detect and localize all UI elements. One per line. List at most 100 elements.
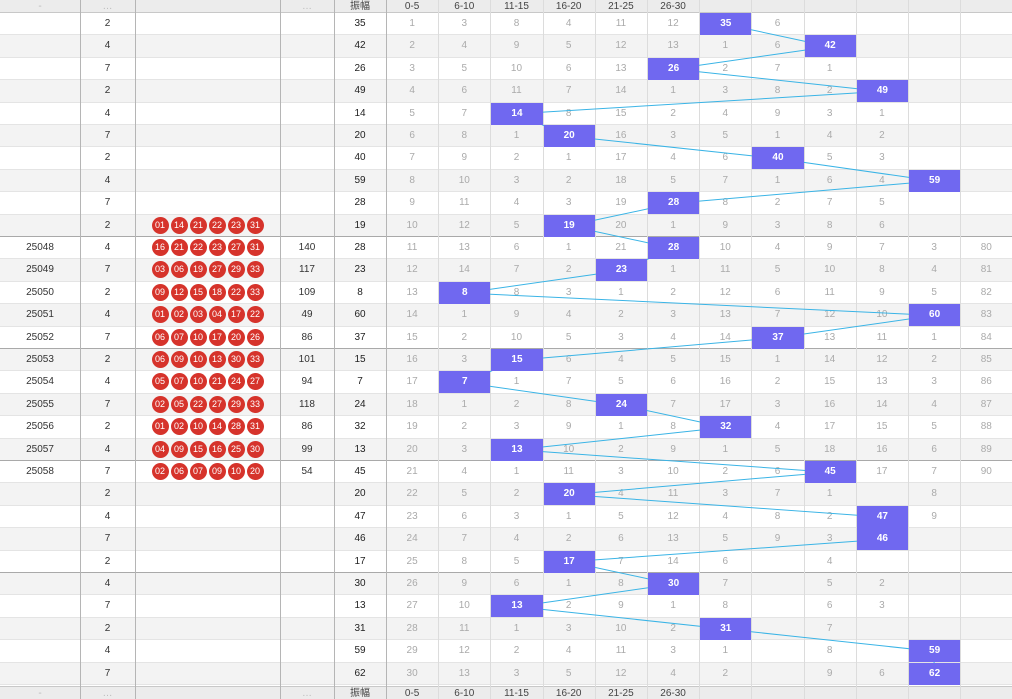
omission-value: 14 bbox=[458, 264, 470, 276]
number-ball: 09 bbox=[151, 283, 169, 301]
zone-divider bbox=[542, 0, 544, 699]
omission-value: 1 bbox=[513, 622, 520, 634]
omission-value: 2 bbox=[826, 85, 833, 97]
hit-marker: 13 bbox=[491, 438, 543, 461]
omission-value: 14 bbox=[615, 85, 627, 97]
omission-value: 3 bbox=[461, 18, 468, 29]
column-divider bbox=[280, 0, 281, 699]
table-row: 2 49 4 6 11 7 14 1 3 8 2 bbox=[0, 80, 1012, 103]
omission-value: 13 bbox=[667, 533, 679, 545]
omission-value: 6 bbox=[513, 242, 520, 253]
issue-number: 25053 bbox=[26, 354, 54, 365]
table-row: 25054 4 05 07 10 21 24 27 94 7 17 1 7 5 6 16 2 15 13 3 86 bbox=[0, 371, 1012, 394]
zone-header: 0-5 bbox=[404, 688, 420, 699]
issue-number: 25048 bbox=[26, 242, 54, 253]
omission-value: 1 bbox=[774, 354, 781, 365]
omission-value: 5 bbox=[461, 62, 468, 74]
omission-value: 90 bbox=[980, 466, 992, 477]
omission-value: 3 bbox=[618, 466, 624, 477]
omission-value: 11 bbox=[563, 466, 574, 477]
omission-value: 2 bbox=[618, 443, 624, 455]
omission-value: 3 bbox=[409, 62, 415, 74]
omission-value: 10 bbox=[406, 219, 418, 231]
omission-value: 4 bbox=[826, 555, 833, 567]
omission-value: 5 bbox=[565, 331, 572, 343]
sum-value: 4 bbox=[104, 107, 111, 119]
hit-marker: 31 bbox=[700, 617, 752, 640]
omission-value: 7 bbox=[461, 107, 468, 119]
number-ball: 21 bbox=[170, 239, 188, 256]
number-ball: 05 bbox=[170, 395, 188, 413]
omission-value: 14 bbox=[667, 555, 679, 567]
number-ball: 21 bbox=[208, 373, 226, 391]
amplitude-value: 45 bbox=[354, 466, 366, 477]
omission-value: 81 bbox=[980, 264, 992, 276]
omission-value: 6 bbox=[774, 40, 781, 52]
number-ball: 14 bbox=[170, 216, 188, 234]
number-ball: 07 bbox=[189, 463, 207, 480]
omission-value: 4 bbox=[461, 466, 468, 477]
table-row: 4 59 8 10 3 2 18 5 7 1 6 4 bbox=[0, 169, 1012, 193]
omission-value: 4 bbox=[513, 197, 520, 209]
omission-value: 10 bbox=[876, 309, 888, 321]
zone-divider bbox=[803, 0, 805, 699]
omission-value: 1 bbox=[461, 309, 468, 321]
omission-value: 7 bbox=[618, 555, 624, 567]
omission-value: 9 bbox=[826, 242, 833, 253]
span-value: 101 bbox=[298, 354, 316, 365]
omission-value: 1 bbox=[879, 107, 885, 119]
ball-group: 01 02 03 04 17 22 bbox=[135, 304, 280, 326]
omission-value: 2 bbox=[618, 309, 624, 321]
omission-value: 12 bbox=[458, 645, 470, 657]
number-ball: 02 bbox=[151, 463, 169, 480]
omission-value: 4 bbox=[565, 309, 572, 321]
omission-value: 14 bbox=[406, 309, 418, 321]
hit-marker: 60 bbox=[909, 304, 961, 327]
omission-value: 1 bbox=[670, 85, 676, 97]
omission-value: 5 bbox=[618, 510, 624, 522]
number-ball: 31 bbox=[246, 216, 264, 234]
omission-value: 4 bbox=[461, 40, 468, 52]
omission-value: 4 bbox=[722, 107, 729, 119]
omission-value: 13 bbox=[458, 667, 470, 679]
table-row: 4 42 2 4 9 5 12 13 1 6 bbox=[0, 35, 1012, 58]
ball-group: 16 21 22 23 27 31 bbox=[135, 237, 280, 259]
span-value: 86 bbox=[301, 331, 313, 343]
omission-value: 13 bbox=[824, 331, 836, 343]
zone-header: 11-15 bbox=[504, 1, 529, 12]
omission-value: 3 bbox=[565, 622, 572, 634]
omission-value: 9 bbox=[722, 219, 729, 231]
hit-marker: 28 bbox=[648, 192, 700, 215]
number-ball: 13 bbox=[208, 351, 226, 368]
omission-value: 1 bbox=[722, 645, 729, 657]
amplitude-value: 30 bbox=[354, 578, 366, 589]
zone-divider bbox=[647, 0, 648, 699]
omission-value: 4 bbox=[565, 645, 572, 657]
omission-value: 11 bbox=[459, 622, 470, 634]
omission-value: 2 bbox=[409, 40, 415, 52]
omission-value: 6 bbox=[774, 18, 781, 29]
omission-value: 1 bbox=[670, 219, 676, 231]
omission-value: 8 bbox=[670, 421, 676, 433]
sum-value: 7 bbox=[104, 331, 111, 343]
amplitude-value: 23 bbox=[354, 264, 366, 276]
sum-value: 2 bbox=[104, 85, 111, 97]
issue-number: 25049 bbox=[26, 264, 54, 276]
omission-value: 87 bbox=[980, 398, 992, 410]
sum-value: 2 bbox=[104, 152, 111, 164]
omission-value: 9 bbox=[826, 667, 833, 679]
table-row: 2 35 1 3 8 4 11 12 6 bbox=[0, 13, 1012, 36]
omission-value: 22 bbox=[406, 488, 418, 500]
header-cell: … bbox=[102, 1, 113, 12]
omission-value: 11 bbox=[615, 18, 627, 29]
omission-value: 4 bbox=[670, 331, 676, 343]
table-row: 25048 4 16 21 22 23 27 31 140 28 11 13 6 1 21 10 4 9 7 3 80 bbox=[0, 237, 1012, 260]
number-ball: 09 bbox=[170, 351, 188, 368]
omission-value: 29 bbox=[406, 645, 418, 657]
omission-value: 12 bbox=[406, 264, 418, 276]
omission-value: 1 bbox=[722, 40, 729, 52]
omission-value: 15 bbox=[719, 354, 731, 365]
omission-value: 3 bbox=[722, 488, 729, 500]
sum-value: 2 bbox=[104, 555, 111, 567]
omission-value: 2 bbox=[879, 578, 885, 589]
